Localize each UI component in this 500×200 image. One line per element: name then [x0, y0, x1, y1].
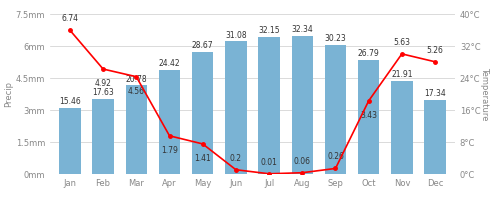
Bar: [358, 60, 380, 174]
Text: 17.34: 17.34: [424, 89, 446, 98]
Y-axis label: Precip: Precip: [4, 81, 13, 107]
Text: 5.26: 5.26: [426, 46, 444, 55]
Bar: [126, 85, 147, 174]
Bar: [292, 36, 313, 174]
Text: 6.74: 6.74: [62, 14, 78, 23]
Bar: [92, 99, 114, 174]
Y-axis label: Temperature: Temperature: [480, 67, 489, 121]
Bar: [258, 37, 280, 174]
Bar: [59, 108, 80, 174]
Text: 0.01: 0.01: [260, 158, 278, 167]
Text: 1.79: 1.79: [161, 146, 178, 155]
Bar: [225, 41, 246, 174]
Text: 26.79: 26.79: [358, 49, 380, 58]
Text: 31.08: 31.08: [225, 31, 246, 40]
Text: 1.41: 1.41: [194, 154, 211, 163]
Text: 21.91: 21.91: [391, 70, 412, 79]
Text: 0.06: 0.06: [294, 157, 311, 166]
Text: 28.67: 28.67: [192, 41, 214, 50]
Text: 17.63: 17.63: [92, 88, 114, 97]
Bar: [424, 100, 446, 174]
Bar: [158, 70, 180, 174]
Bar: [324, 45, 346, 174]
Text: 4.92: 4.92: [94, 79, 112, 88]
Text: 4.56: 4.56: [128, 87, 145, 96]
Text: 24.42: 24.42: [158, 59, 180, 68]
Text: 0.26: 0.26: [327, 152, 344, 161]
Text: 0.2: 0.2: [230, 154, 242, 163]
Text: 3.43: 3.43: [360, 111, 377, 120]
Text: 20.78: 20.78: [126, 75, 147, 84]
Text: 5.63: 5.63: [394, 38, 410, 47]
Bar: [192, 52, 214, 174]
Text: 30.23: 30.23: [324, 34, 346, 43]
Bar: [391, 81, 412, 174]
Text: 32.34: 32.34: [292, 25, 313, 34]
Text: 32.15: 32.15: [258, 26, 280, 35]
Text: 15.46: 15.46: [59, 97, 81, 106]
